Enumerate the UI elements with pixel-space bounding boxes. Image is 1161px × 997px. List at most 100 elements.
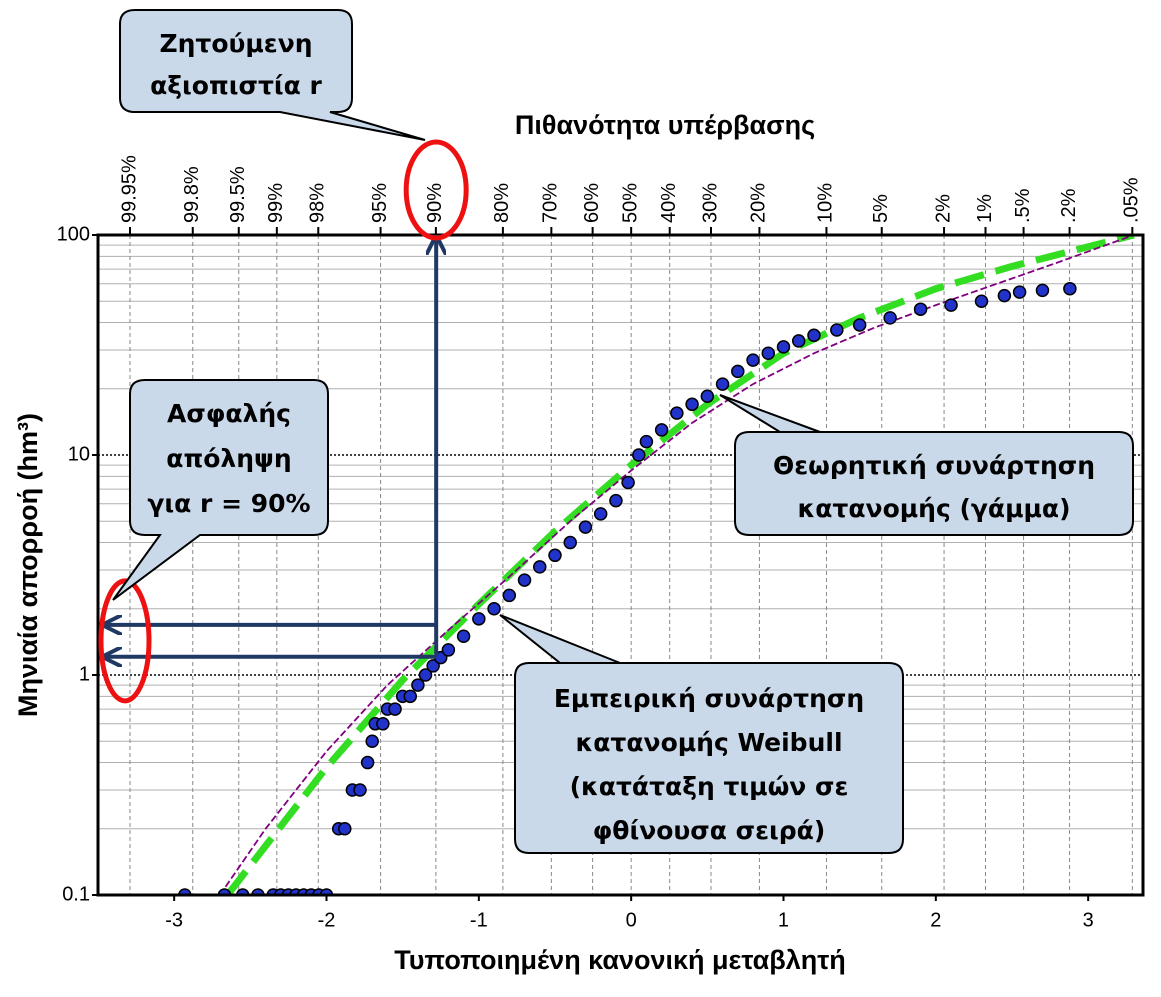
- data-point: [426, 659, 440, 673]
- data-point: [883, 311, 897, 325]
- data-point: [632, 448, 646, 462]
- data-point: [746, 353, 760, 367]
- data-point: [1035, 283, 1050, 298]
- data-point: [1063, 281, 1077, 296]
- x2-tick-label: .2%: [1058, 188, 1080, 223]
- data-point: [502, 588, 517, 603]
- data-point: [388, 702, 402, 716]
- x2-tick-label: 99%: [265, 183, 287, 223]
- data-point: [472, 612, 486, 626]
- x2-tick-label: 95%: [369, 183, 391, 223]
- data-point: [791, 334, 806, 348]
- x2-tick-label: 80%: [491, 183, 513, 223]
- x-tick-label: -3: [165, 909, 183, 931]
- x2-axis-title: Πιθανότητα υπέρβασης: [515, 110, 815, 140]
- data-point: [776, 340, 791, 354]
- data-point: [852, 318, 867, 332]
- x2-tick-label: 2%: [932, 194, 954, 223]
- y-axis-title: Μηνιαία απορροή (hm³): [13, 413, 43, 717]
- data-point: [997, 288, 1012, 303]
- x-tick-label: 3: [1083, 909, 1094, 931]
- annotation-text: κατανομής (γάμμα): [797, 494, 1070, 523]
- x-tick-label: 2: [930, 909, 941, 931]
- data-point: [621, 475, 635, 490]
- annotation-text: απόληψη: [166, 444, 291, 473]
- annotation-text: φθίνουσα σειρά): [593, 816, 826, 845]
- annotation-text: κατανομής Weibull: [575, 728, 842, 757]
- plot-marks: [178, 235, 1135, 895]
- annotation-text: Θεωρητική συνάρτηση: [773, 451, 1095, 480]
- data-point: [685, 397, 699, 412]
- data-point: [670, 406, 684, 420]
- fit-line: [219, 235, 1135, 895]
- data-point: [441, 643, 456, 657]
- x2-tick-label: .05%: [1121, 177, 1143, 223]
- annotations: Ζητούμενη αξιοπιστία r Ασφαλής απόληψη για r…: [147, 29, 1095, 845]
- data-point: [403, 689, 418, 704]
- data-point: [913, 302, 928, 316]
- data-point: [974, 294, 989, 308]
- fit-line: [224, 235, 1135, 895]
- y-tick-label: 100: [57, 223, 90, 245]
- data-point: [593, 507, 608, 521]
- data-point: [456, 629, 471, 644]
- data-point: [654, 423, 669, 437]
- overlay: 0.1 1 10 100 -3 -2 -1 0 1 2 3 99.95% 99.8% 99.5% 99% 98…: [57, 139, 1143, 931]
- data-point: [1012, 285, 1027, 299]
- data-point: [360, 755, 375, 770]
- x2-tick-label: 40%: [658, 183, 680, 223]
- data-point: [563, 535, 577, 550]
- x2-tick-label: 30%: [699, 183, 721, 223]
- annotation-text: (κατάταξη τιμών σε: [570, 772, 849, 801]
- callout: [112, 379, 329, 601]
- annotation-text: Ζητούμενη: [159, 29, 312, 58]
- data-point: [944, 298, 958, 312]
- x-axis-title: Τυποποιημένη κανονική μεταβλητή: [394, 945, 846, 975]
- callout: [719, 394, 1134, 536]
- x2-tick-label: 99.8%: [181, 166, 203, 223]
- data-point: [807, 328, 821, 343]
- annotation-text: για r = 90%: [147, 489, 310, 518]
- x2-tick-label: 99.5%: [227, 166, 249, 223]
- data-point: [715, 377, 730, 391]
- data-point: [411, 678, 425, 692]
- data-point: [830, 323, 844, 337]
- annotation-text: αξιοπιστία r: [150, 71, 322, 100]
- callout: [499, 614, 904, 854]
- x2-tick-label: 20%: [748, 183, 770, 223]
- plot-frame: [96, 233, 1145, 897]
- x2-tick-label: 1%: [974, 194, 996, 223]
- x2-tick-label: 70%: [540, 183, 562, 223]
- x2-tick-label: 5%: [870, 194, 892, 223]
- data-point: [487, 602, 501, 616]
- callout: [119, 9, 426, 141]
- x2-tick-label: 98%: [307, 183, 329, 223]
- data-point: [639, 434, 654, 449]
- data-point: [609, 493, 623, 508]
- data-point: [731, 364, 745, 379]
- annotation-text: Εμπειρική συνάρτηση: [554, 684, 864, 713]
- data-point: [548, 548, 562, 563]
- data-point: [700, 389, 715, 403]
- x2-tick-label: 60%: [581, 183, 603, 223]
- data-point: [418, 668, 433, 682]
- x-tick-label: 1: [778, 909, 789, 931]
- x-tick-label: -1: [470, 909, 488, 931]
- x2-tick-label: 50%: [619, 183, 641, 223]
- x2-tick-label: 99.95%: [118, 155, 140, 223]
- annotation-text: Ασφαλής: [167, 399, 291, 428]
- x2-tick-label: .5%: [1012, 188, 1034, 223]
- x-tick-label: 0: [626, 909, 637, 931]
- highlight: [403, 139, 469, 241]
- data-point: [517, 573, 532, 587]
- data-point: [761, 346, 776, 361]
- y-tick-label: 10: [68, 443, 90, 465]
- highlight: [98, 578, 152, 704]
- data-point: [353, 783, 367, 797]
- y-tick-label: 1: [79, 663, 90, 685]
- x2-tick-label: 90%: [424, 183, 446, 223]
- data-point: [578, 520, 593, 534]
- data-point: [365, 734, 379, 748]
- x-tick-label: -2: [318, 909, 336, 931]
